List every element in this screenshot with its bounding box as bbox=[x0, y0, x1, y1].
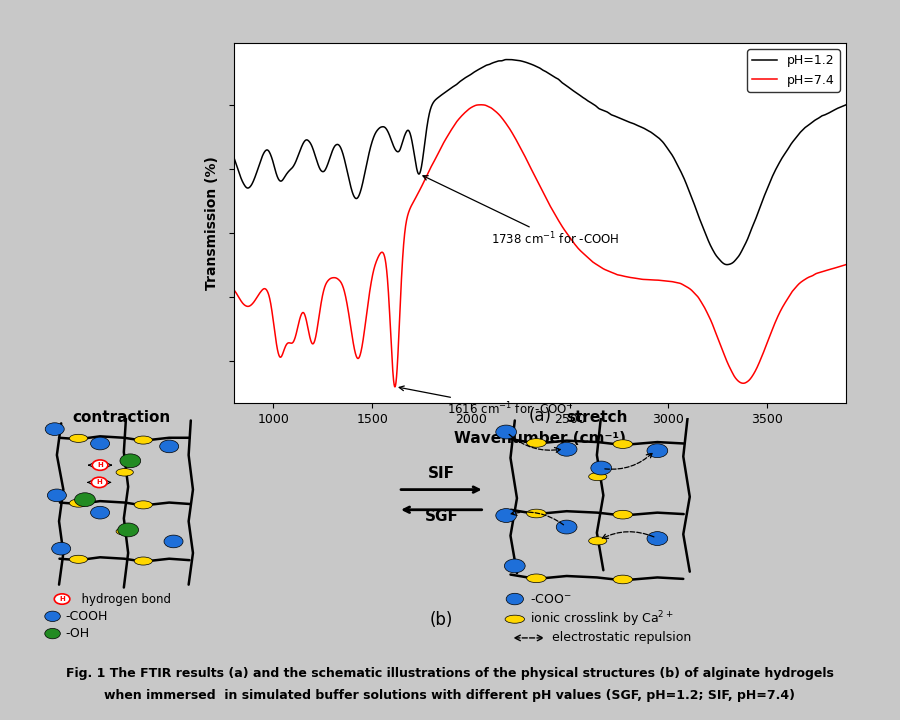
Ellipse shape bbox=[589, 472, 607, 481]
Y-axis label: Transmission (%): Transmission (%) bbox=[204, 156, 219, 290]
Ellipse shape bbox=[134, 436, 152, 444]
Ellipse shape bbox=[134, 557, 152, 565]
Text: electrostatic repulsion: electrostatic repulsion bbox=[552, 631, 691, 644]
Ellipse shape bbox=[69, 499, 87, 507]
Legend: pH=1.2, pH=7.4: pH=1.2, pH=7.4 bbox=[747, 50, 840, 91]
Ellipse shape bbox=[116, 528, 133, 535]
Circle shape bbox=[91, 506, 110, 519]
pH=7.4 bbox=[390, 382, 400, 391]
Text: -OH: -OH bbox=[66, 627, 90, 640]
Circle shape bbox=[647, 444, 668, 458]
pH=7.4 bbox=[475, 101, 486, 109]
Text: 1616 cm$^{-1}$ for -COO$^{-}$: 1616 cm$^{-1}$ for -COO$^{-}$ bbox=[400, 386, 574, 417]
Circle shape bbox=[159, 440, 179, 453]
pH=1.2 bbox=[633, 122, 643, 130]
Ellipse shape bbox=[526, 574, 546, 582]
Circle shape bbox=[647, 531, 668, 546]
pH=7.4 bbox=[634, 274, 644, 283]
Circle shape bbox=[92, 477, 107, 487]
Line: pH=1.2: pH=1.2 bbox=[234, 60, 846, 265]
pH=1.2 bbox=[364, 145, 375, 154]
pH=1.2 bbox=[841, 101, 851, 109]
Circle shape bbox=[496, 425, 517, 439]
Ellipse shape bbox=[613, 510, 633, 519]
pH=7.4 bbox=[420, 175, 431, 184]
Circle shape bbox=[504, 559, 526, 573]
pH=7.4 bbox=[784, 292, 795, 301]
pH=7.4 bbox=[625, 273, 635, 282]
Circle shape bbox=[91, 437, 110, 450]
Text: contraction: contraction bbox=[73, 410, 171, 425]
pH=1.2 bbox=[229, 153, 239, 162]
Circle shape bbox=[118, 523, 139, 537]
Circle shape bbox=[48, 489, 67, 502]
pH=7.4 bbox=[841, 261, 851, 269]
Circle shape bbox=[506, 593, 524, 605]
Ellipse shape bbox=[134, 501, 152, 509]
Ellipse shape bbox=[69, 434, 87, 442]
Circle shape bbox=[93, 460, 108, 470]
Circle shape bbox=[54, 594, 70, 604]
pH=1.2 bbox=[501, 55, 512, 64]
Circle shape bbox=[496, 508, 517, 523]
Circle shape bbox=[51, 542, 71, 555]
Text: H: H bbox=[97, 462, 103, 468]
Text: hydrogen bond: hydrogen bond bbox=[74, 593, 171, 606]
Text: Fig. 1 The FTIR results (a) and the schematic illustrations of the physical stru: Fig. 1 The FTIR results (a) and the sche… bbox=[66, 667, 834, 680]
X-axis label: Wavenumber (cm⁻¹): Wavenumber (cm⁻¹) bbox=[454, 431, 626, 446]
pH=1.2 bbox=[625, 118, 635, 127]
pH=7.4 bbox=[824, 266, 834, 274]
Ellipse shape bbox=[589, 537, 607, 545]
Ellipse shape bbox=[116, 469, 133, 476]
Line: pH=7.4: pH=7.4 bbox=[234, 105, 846, 387]
Text: 1738 cm$^{-1}$ for -COOH: 1738 cm$^{-1}$ for -COOH bbox=[423, 176, 619, 248]
Text: stretch: stretch bbox=[566, 410, 627, 425]
pH=1.2 bbox=[419, 135, 430, 144]
Ellipse shape bbox=[69, 555, 87, 563]
pH=7.4 bbox=[364, 286, 375, 294]
Text: (b): (b) bbox=[429, 611, 453, 629]
Circle shape bbox=[556, 442, 577, 456]
Text: H: H bbox=[59, 596, 65, 602]
pH=1.2 bbox=[722, 261, 733, 269]
pH=1.2 bbox=[824, 109, 834, 117]
Circle shape bbox=[590, 461, 612, 475]
Text: (a): (a) bbox=[528, 408, 552, 426]
Circle shape bbox=[556, 520, 577, 534]
pH=7.4 bbox=[229, 286, 239, 294]
Ellipse shape bbox=[613, 575, 633, 584]
Ellipse shape bbox=[505, 615, 525, 624]
Circle shape bbox=[164, 535, 183, 548]
Ellipse shape bbox=[613, 440, 633, 449]
Text: -COOH: -COOH bbox=[66, 610, 108, 623]
Circle shape bbox=[45, 629, 60, 639]
Text: SIF: SIF bbox=[428, 466, 454, 481]
Text: -COO$^{-}$: -COO$^{-}$ bbox=[530, 593, 572, 606]
Circle shape bbox=[45, 423, 64, 436]
pH=1.2 bbox=[784, 143, 795, 152]
Circle shape bbox=[120, 454, 140, 468]
Ellipse shape bbox=[526, 509, 546, 518]
Ellipse shape bbox=[526, 438, 546, 447]
Circle shape bbox=[45, 611, 60, 621]
Text: SGF: SGF bbox=[425, 509, 458, 524]
Text: ionic crosslink by Ca$^{2+}$: ionic crosslink by Ca$^{2+}$ bbox=[530, 609, 673, 629]
Text: when immersed  in simulated buffer solutions with different pH values (SGF, pH=1: when immersed in simulated buffer soluti… bbox=[104, 689, 796, 702]
Text: H: H bbox=[96, 480, 102, 485]
Circle shape bbox=[75, 492, 95, 507]
